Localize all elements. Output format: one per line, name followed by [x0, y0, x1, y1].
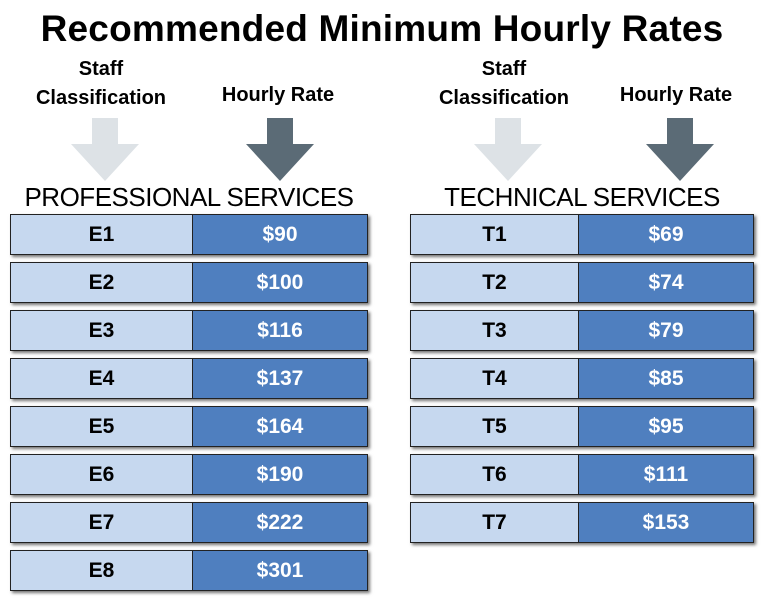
- rate-cell: $79: [579, 311, 753, 350]
- rate-cell: $69: [579, 215, 753, 254]
- classification-cell: E5: [11, 407, 193, 446]
- classification-cell: T4: [411, 359, 579, 398]
- classification-cell: E6: [11, 455, 193, 494]
- technical-services-title: TECHNICAL SERVICES: [444, 182, 720, 212]
- rate-cell: $95: [579, 407, 753, 446]
- table-row: T7 $153: [410, 502, 754, 543]
- table-row: E8 $301: [10, 550, 368, 591]
- table-row: E4 $137: [10, 358, 368, 399]
- rate-cell: $222: [193, 503, 367, 542]
- hourly-rate-header: Hourly Rate: [221, 84, 335, 106]
- rate-cell: $100: [193, 263, 367, 302]
- rate-cell: $116: [193, 311, 367, 350]
- table-row: T5 $95: [410, 406, 754, 447]
- classification-cell: T3: [411, 311, 579, 350]
- classification-cell: E8: [11, 551, 193, 590]
- table-row: E6 $190: [10, 454, 368, 495]
- hourly-rate-header: Hourly Rate: [619, 84, 733, 106]
- professional-services-title: PROFESSIONAL SERVICES: [24, 182, 354, 212]
- table-row: T1 $69: [410, 214, 754, 255]
- table-row: T6 $111: [410, 454, 754, 495]
- staff-classification-header: Staff Classification: [35, 58, 167, 109]
- table-row: E5 $164: [10, 406, 368, 447]
- classification-cell: T2: [411, 263, 579, 302]
- rate-cell: $111: [579, 455, 753, 494]
- page-title: Recommended Minimum Hourly Rates: [40, 8, 724, 49]
- rate-cell: $153: [579, 503, 753, 542]
- rate-cell: $301: [193, 551, 367, 590]
- classification-cell: T1: [411, 215, 579, 254]
- rate-cell: $137: [193, 359, 367, 398]
- classification-cell: T5: [411, 407, 579, 446]
- table-row: T2 $74: [410, 262, 754, 303]
- classification-cell: T7: [411, 503, 579, 542]
- rate-cell: $85: [579, 359, 753, 398]
- down-arrow-icon: [646, 118, 714, 181]
- classification-cell: E2: [11, 263, 193, 302]
- classification-cell: E1: [11, 215, 193, 254]
- classification-cell: E7: [11, 503, 193, 542]
- down-arrow-icon: [71, 118, 139, 181]
- table-row: T3 $79: [410, 310, 754, 351]
- rate-cell: $90: [193, 215, 367, 254]
- down-arrow-icon: [246, 118, 314, 181]
- classification-cell: T6: [411, 455, 579, 494]
- table-row: E1 $90: [10, 214, 368, 255]
- classification-cell: E3: [11, 311, 193, 350]
- table-row: E7 $222: [10, 502, 368, 543]
- classification-cell: E4: [11, 359, 193, 398]
- rate-cell: $74: [579, 263, 753, 302]
- table-row: T4 $85: [410, 358, 754, 399]
- down-arrow-icon: [474, 118, 542, 181]
- table-row: E2 $100: [10, 262, 368, 303]
- staff-classification-header: Staff Classification: [438, 58, 570, 109]
- table-row: E3 $116: [10, 310, 368, 351]
- rate-cell: $190: [193, 455, 367, 494]
- rate-cell: $164: [193, 407, 367, 446]
